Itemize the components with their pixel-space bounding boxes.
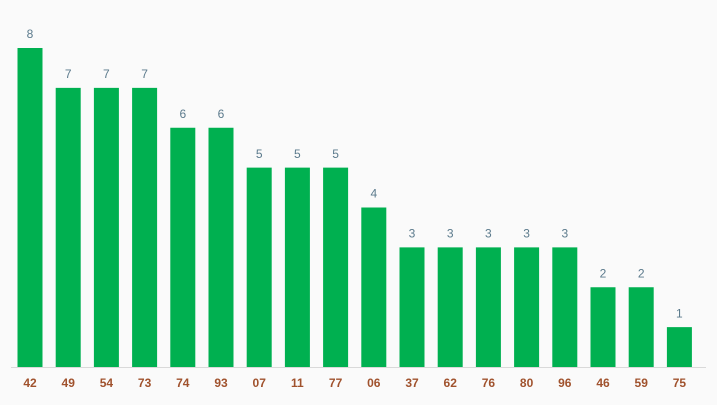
x-tick-label: 11: [291, 376, 304, 390]
bar: [93, 87, 119, 367]
bar: [55, 87, 81, 367]
bar: [552, 247, 578, 367]
x-tick-label: 80: [520, 376, 534, 390]
x-tick-label: 42: [23, 376, 37, 390]
value-label: 3: [561, 227, 568, 241]
bar: [590, 287, 616, 367]
x-tick-label: 74: [176, 376, 190, 390]
value-label: 3: [523, 227, 530, 241]
bar: [666, 327, 692, 367]
bar: [437, 247, 463, 367]
value-label: 6: [218, 107, 225, 121]
x-tick-label: 96: [558, 376, 572, 390]
value-label: 4: [370, 187, 377, 201]
x-tick-label: 54: [100, 376, 114, 390]
bar: [475, 247, 501, 367]
bar: [361, 207, 387, 367]
value-label: 5: [256, 147, 263, 161]
value-label: 5: [332, 147, 339, 161]
value-label: 1: [676, 306, 683, 320]
x-tick-label: 46: [596, 376, 610, 390]
bar: [132, 87, 158, 367]
value-label: 2: [600, 266, 607, 280]
x-tick-label: 75: [673, 376, 687, 390]
value-label: 6: [179, 107, 186, 121]
value-label: 3: [485, 227, 492, 241]
bar: [284, 167, 310, 367]
bar: [514, 247, 540, 367]
x-tick-label: 93: [214, 376, 228, 390]
bar: [399, 247, 425, 367]
x-tick-label: 59: [635, 376, 649, 390]
x-tick-label: 62: [444, 376, 458, 390]
value-label: 7: [103, 67, 110, 81]
value-label: 7: [65, 67, 72, 81]
value-label: 2: [638, 266, 645, 280]
x-tick-label: 77: [329, 376, 343, 390]
bar: [208, 127, 234, 367]
value-label: 3: [409, 227, 416, 241]
bar: [323, 167, 349, 367]
x-tick-label: 06: [367, 376, 381, 390]
value-label: 8: [27, 27, 34, 41]
x-tick-label: 76: [482, 376, 496, 390]
value-label: 7: [141, 67, 148, 81]
value-label: 3: [447, 227, 454, 241]
x-tick-label: 37: [405, 376, 419, 390]
x-tick-label: 73: [138, 376, 152, 390]
bar: [170, 127, 196, 367]
x-tick-label: 07: [253, 376, 267, 390]
bar: [628, 287, 654, 367]
x-tick-label: 49: [62, 376, 76, 390]
value-label: 5: [294, 147, 301, 161]
bar: [246, 167, 272, 367]
bar: [17, 48, 43, 367]
